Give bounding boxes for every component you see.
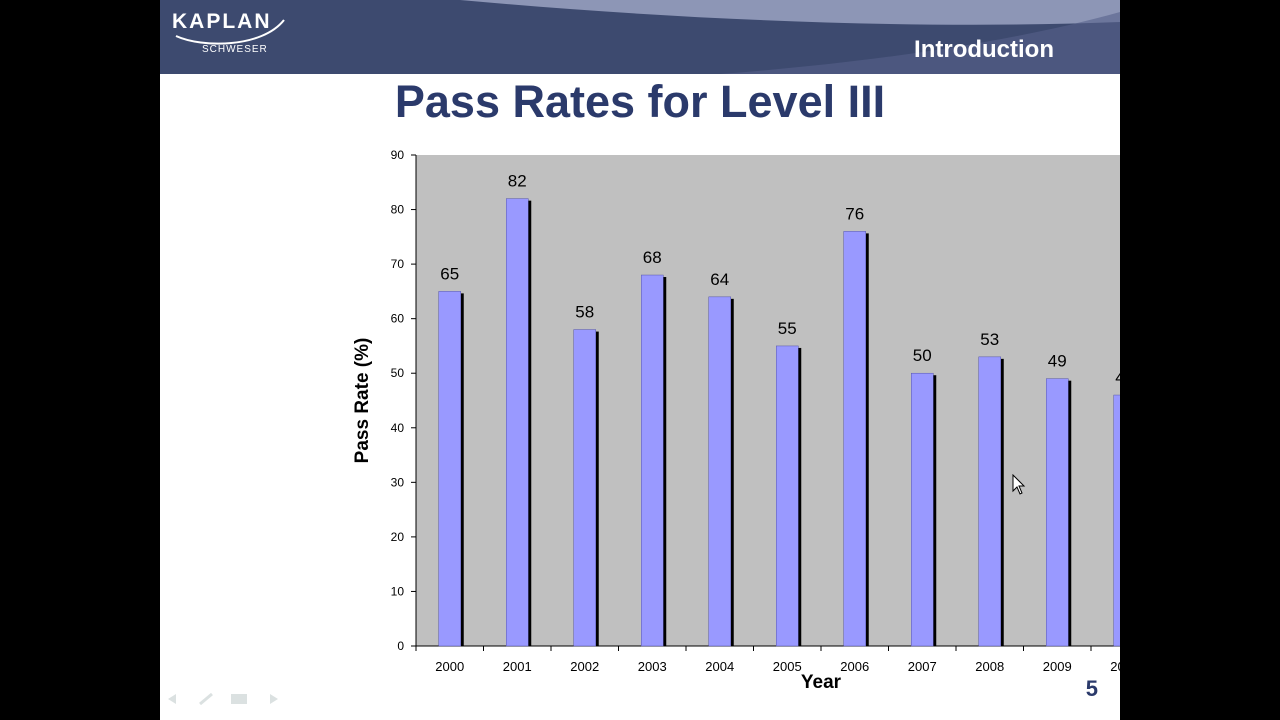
kaplan-logo: KAPLAN SCHWESER bbox=[172, 8, 292, 60]
logo-sub: SCHWESER bbox=[202, 44, 268, 55]
data-label: 53 bbox=[980, 330, 999, 349]
bar bbox=[708, 296, 731, 647]
bar bbox=[573, 329, 596, 647]
y-tick-label: 80 bbox=[391, 203, 405, 217]
x-tick-label: 2004 bbox=[705, 659, 734, 674]
y-tick-label: 30 bbox=[391, 475, 405, 489]
bar bbox=[978, 356, 1001, 647]
y-tick-label: 10 bbox=[391, 584, 405, 598]
x-tick-label: 2008 bbox=[975, 659, 1004, 674]
slide-nav[interactable] bbox=[166, 692, 280, 706]
banner-swoosh bbox=[460, 0, 1120, 74]
logo-main: KAPLAN bbox=[172, 10, 272, 33]
bar bbox=[641, 274, 664, 647]
slide: KAPLAN SCHWESER Introduction Pass Rates … bbox=[160, 0, 1120, 720]
data-label: 50 bbox=[913, 346, 932, 365]
y-axis-title: Pass Rate (%) bbox=[352, 338, 373, 464]
bar bbox=[1046, 378, 1069, 647]
prev-arrow-icon[interactable] bbox=[166, 692, 184, 704]
bar bbox=[1113, 394, 1120, 647]
y-tick-label: 90 bbox=[391, 148, 405, 162]
data-label: 55 bbox=[778, 319, 797, 338]
data-label: 64 bbox=[710, 270, 729, 289]
bar bbox=[911, 372, 934, 647]
y-tick-label: 40 bbox=[391, 421, 405, 435]
data-label: 65 bbox=[440, 264, 459, 283]
y-tick-label: 50 bbox=[391, 366, 405, 380]
bar bbox=[776, 345, 799, 647]
x-tick-label: 2002 bbox=[570, 659, 599, 674]
x-tick-label: 2001 bbox=[503, 659, 532, 674]
data-label: 49 bbox=[1048, 352, 1067, 371]
x-tick-label: 2009 bbox=[1043, 659, 1072, 674]
bar-chart: 0 10 20 30 40 50 60 70 80 90 65 2000 82 2001 58 2002 68 2… bbox=[352, 148, 1120, 693]
mouse-cursor-icon bbox=[1012, 474, 1026, 495]
menu-icon[interactable] bbox=[230, 692, 248, 704]
x-tick-label: 2003 bbox=[638, 659, 667, 674]
pen-icon[interactable] bbox=[198, 692, 216, 706]
y-tick-label: 60 bbox=[391, 312, 405, 326]
slide-title: Pass Rates for Level III bbox=[394, 76, 886, 127]
section-title: Introduction bbox=[914, 36, 1054, 63]
bar bbox=[843, 231, 866, 647]
y-tick-label: 20 bbox=[391, 530, 405, 544]
data-label: 58 bbox=[575, 303, 594, 322]
x-tick-label: 2005 bbox=[773, 659, 802, 674]
bar bbox=[438, 291, 461, 647]
data-label: 68 bbox=[643, 248, 662, 267]
data-label: 76 bbox=[845, 204, 864, 223]
bar bbox=[506, 198, 529, 647]
logo-swoosh-icon bbox=[175, 19, 285, 45]
y-tick-label: 70 bbox=[391, 257, 405, 271]
data-label: 46 bbox=[1115, 368, 1120, 387]
x-axis-title: Year bbox=[801, 672, 842, 693]
x-tick-label: 2006 bbox=[840, 659, 869, 674]
data-label: 82 bbox=[508, 172, 527, 191]
x-tick-label: 2007 bbox=[908, 659, 937, 674]
next-arrow-icon[interactable] bbox=[262, 692, 280, 704]
header-banner: KAPLAN SCHWESER Introduction bbox=[160, 0, 1120, 74]
x-tick-label: 2010 bbox=[1110, 659, 1120, 674]
page-number: 5 bbox=[1085, 676, 1098, 701]
x-tick-label: 2000 bbox=[435, 659, 464, 674]
y-tick-label: 0 bbox=[397, 639, 404, 653]
